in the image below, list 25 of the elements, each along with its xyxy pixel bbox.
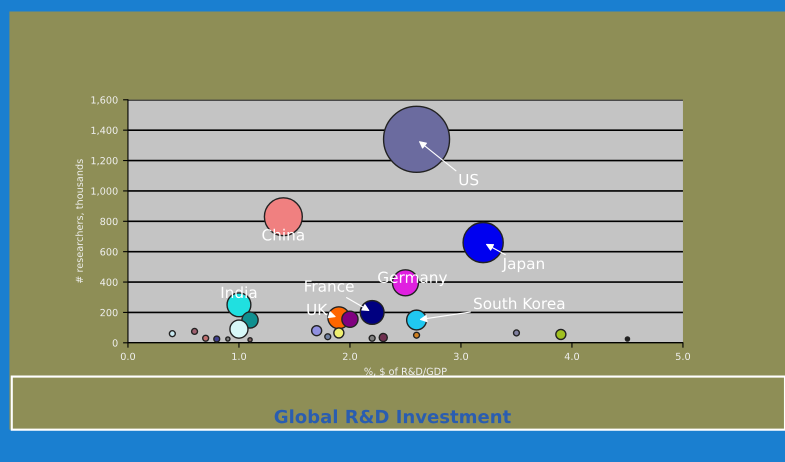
x-tick-label: 3.0 (454, 352, 468, 360)
annotation: China (262, 228, 304, 241)
x-tick-label: 5.0 (676, 352, 690, 360)
x-axis-title: %, $ of R&D/GDP (364, 367, 447, 376)
x-tick-label: 4.0 (564, 352, 580, 360)
annotation: US (460, 174, 478, 186)
y-tick-label: 400 (100, 278, 118, 286)
y-tick-label: 1,200 (91, 157, 118, 166)
x-tick-label: 1.0 (232, 352, 246, 360)
annotation: India (222, 286, 256, 298)
y-tick-label: 1,000 (91, 187, 118, 196)
y-tick-label: 1,600 (91, 96, 118, 105)
y-tick-label: 200 (100, 308, 118, 316)
x-tick-label: 0.0 (120, 352, 136, 360)
annotation: South Korea (474, 297, 564, 310)
x-tick-label: 2.0 (342, 352, 358, 360)
annotation: Germany (378, 272, 448, 286)
annotation: Japan (502, 258, 544, 272)
y-tick-label: 0 (112, 339, 118, 347)
y-axis-title: # researchers, thousands (75, 159, 84, 284)
y-tick-label: 1,400 (91, 126, 118, 135)
y-tick-label: 600 (100, 248, 118, 256)
annotation: France (305, 280, 354, 292)
text: Global R&D Investment (274, 409, 511, 424)
y-tick-label: 800 (100, 218, 118, 226)
